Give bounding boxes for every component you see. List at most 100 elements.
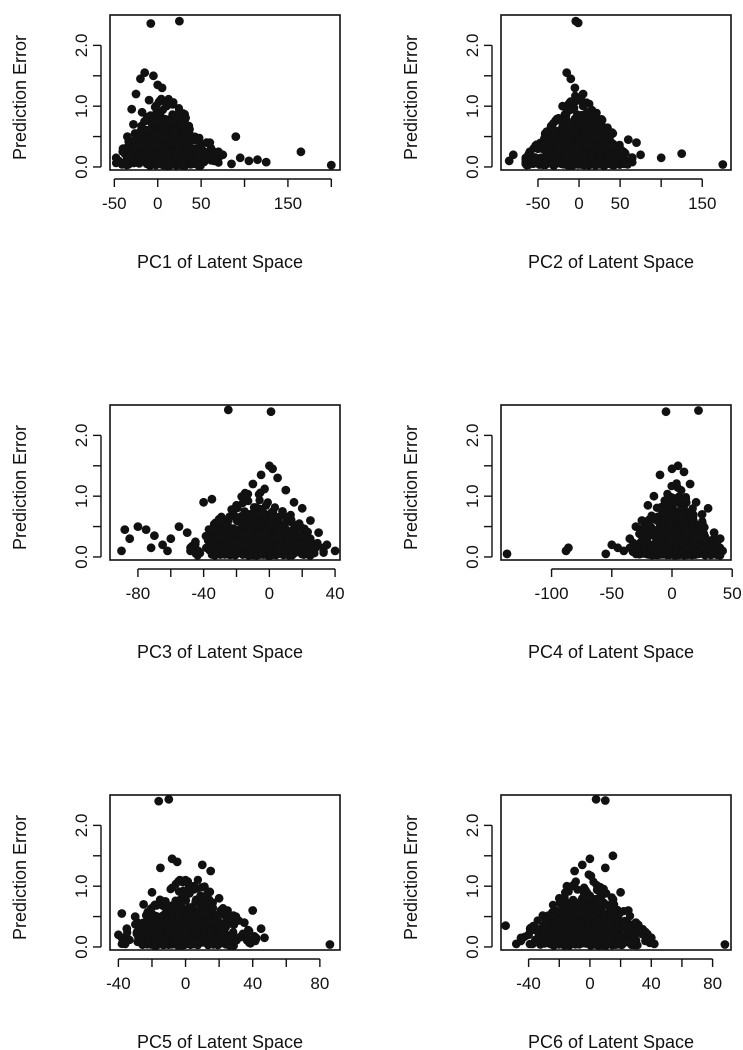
data-point [632,138,641,148]
data-point [688,519,697,528]
x-tick-label: 0 [181,974,190,993]
data-point [227,550,236,559]
data-point [587,151,596,160]
data-point [682,531,691,541]
data-point [264,547,273,556]
data-point [550,126,559,135]
data-point [294,531,304,541]
scatter-plot-pc2: -50 0 50 150 0.0 1.0 2.0 PC2 of Latent Space Pre… [401,14,732,272]
x-tick-label: -40 [516,974,541,993]
data-point [636,150,645,160]
data-point [580,154,590,163]
data-point [122,924,132,934]
plot-frame [500,794,732,951]
data-point [174,887,184,896]
data-point [130,135,140,145]
data-point [718,160,728,169]
data-point [649,939,659,949]
data-point [196,891,205,900]
data-point [531,924,541,934]
data-point [709,528,719,537]
data-point [138,918,148,927]
points-group [111,16,336,170]
data-point [130,912,140,921]
data-point [266,407,276,417]
data-point [134,150,144,160]
data-point [174,107,184,117]
y-tick-label: 0.0 [72,545,91,569]
data-point [248,906,258,915]
data-point [282,540,291,550]
data-point [186,903,196,912]
data-point [154,108,163,117]
data-point [268,507,278,516]
data-point [226,512,235,521]
data-point [199,497,209,507]
data-point [587,120,596,129]
data-point [160,126,170,135]
data-point [261,540,271,550]
data-point [657,506,667,515]
data-point [273,473,282,483]
data-point [672,527,681,536]
data-point [573,930,583,940]
data-point [168,910,177,919]
y-tick-label: 1.0 [463,94,482,118]
data-point [554,893,564,903]
data-point [577,860,587,870]
data-point [240,491,250,501]
data-point [151,929,160,938]
data-point [636,530,645,539]
data-point [654,549,663,558]
data-point [165,161,175,170]
data-point [677,510,686,519]
data-point [573,18,583,28]
data-point [183,147,193,157]
data-point [229,931,238,940]
y-tick-label: 1.0 [72,484,91,508]
data-point [236,541,245,550]
data-point [245,510,255,519]
data-point [547,912,556,921]
y-tick-label: 0.0 [463,545,482,569]
data-point [141,525,151,534]
data-point [235,153,245,163]
data-point [701,543,711,553]
data-point [564,543,573,553]
points-group [114,794,335,950]
data-point [152,142,161,151]
data-point [289,497,299,507]
data-point [591,794,601,804]
data-point [131,89,141,99]
data-point [325,940,335,949]
data-point [539,921,549,931]
scatter-plot-pc5: -40 0 40 80 0.0 1.0 2.0 PC5 of Latent Space Pred… [10,794,341,1050]
data-point [677,486,686,495]
x-axis-title: PC2 of Latent Space [528,252,694,272]
data-point [554,113,563,123]
data-point [548,900,558,910]
x-tick-label: 0 [574,194,583,213]
data-point [581,126,590,135]
x-axis-title: PC6 of Latent Space [528,1032,694,1050]
data-point [539,930,549,939]
data-point [616,932,625,941]
x-tick-label: 0 [265,584,274,603]
data-point [637,516,647,525]
x-tick-label: 50 [611,194,630,213]
data-point [117,546,126,556]
data-point [306,551,315,560]
data-point [223,534,232,543]
data-point [194,937,203,946]
x-tick-label: 80 [703,974,722,993]
data-point [197,860,207,870]
data-point [326,160,336,170]
data-point [216,542,225,551]
x-axis-title: PC1 of Latent Space [137,252,303,272]
x-tick-label: -80 [126,584,151,603]
data-point [193,875,203,885]
data-point [278,507,287,516]
plot-frame [500,404,732,561]
y-axis-title: Prediction Error [10,815,30,940]
data-point [170,113,180,123]
